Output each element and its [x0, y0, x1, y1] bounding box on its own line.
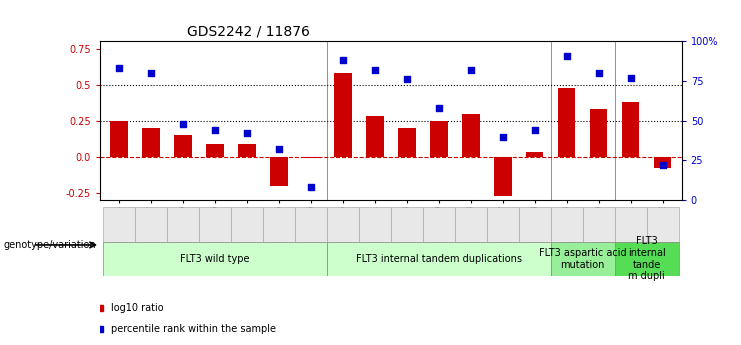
Text: FLT3 wild type: FLT3 wild type — [180, 254, 250, 264]
Point — [369, 67, 381, 73]
Text: log10 ratio: log10 ratio — [111, 303, 164, 313]
Point — [401, 77, 413, 82]
Bar — [270, 157, 288, 186]
Point — [273, 147, 285, 152]
Point — [496, 134, 508, 139]
Text: FLT3
internal
tande
m dupli: FLT3 internal tande m dupli — [628, 236, 665, 281]
Text: FLT3 internal tandem duplications: FLT3 internal tandem duplications — [356, 254, 522, 264]
Bar — [302, 157, 320, 158]
FancyBboxPatch shape — [231, 207, 263, 242]
FancyBboxPatch shape — [551, 207, 582, 242]
Point — [593, 70, 605, 76]
Bar — [590, 109, 608, 157]
FancyBboxPatch shape — [135, 207, 167, 242]
Bar — [494, 157, 511, 196]
Bar — [239, 144, 256, 157]
Text: percentile rank within the sample: percentile rank within the sample — [111, 325, 276, 334]
Point — [241, 131, 253, 136]
Bar — [622, 102, 639, 157]
Bar — [334, 73, 352, 157]
FancyBboxPatch shape — [614, 241, 679, 276]
FancyBboxPatch shape — [614, 207, 647, 242]
Bar — [206, 144, 224, 157]
FancyBboxPatch shape — [295, 207, 327, 242]
Bar — [654, 157, 671, 168]
Text: GDS2242 / 11876: GDS2242 / 11876 — [187, 25, 310, 39]
Point — [337, 58, 349, 63]
Point — [177, 121, 189, 127]
Point — [305, 185, 317, 190]
Point — [561, 53, 573, 58]
FancyBboxPatch shape — [519, 207, 551, 242]
Bar — [558, 88, 576, 157]
Bar — [526, 152, 543, 157]
FancyBboxPatch shape — [327, 241, 551, 276]
Point — [433, 105, 445, 111]
FancyBboxPatch shape — [551, 241, 614, 276]
FancyBboxPatch shape — [487, 207, 519, 242]
FancyBboxPatch shape — [263, 207, 295, 242]
FancyBboxPatch shape — [199, 207, 231, 242]
Point — [145, 70, 157, 76]
Bar — [462, 114, 479, 157]
FancyBboxPatch shape — [647, 207, 679, 242]
Point — [209, 128, 221, 133]
FancyBboxPatch shape — [327, 207, 359, 242]
FancyBboxPatch shape — [423, 207, 455, 242]
FancyBboxPatch shape — [103, 241, 327, 276]
FancyBboxPatch shape — [582, 207, 614, 242]
Bar — [110, 121, 128, 157]
Bar — [174, 135, 192, 157]
Point — [529, 128, 541, 133]
FancyBboxPatch shape — [167, 207, 199, 242]
Text: genotype/variation: genotype/variation — [4, 240, 96, 250]
Bar — [430, 121, 448, 157]
Bar — [142, 128, 160, 157]
Point — [657, 162, 668, 168]
Bar — [366, 116, 384, 157]
FancyBboxPatch shape — [455, 207, 487, 242]
Point — [625, 75, 637, 81]
Point — [113, 66, 125, 71]
FancyBboxPatch shape — [359, 207, 391, 242]
FancyBboxPatch shape — [103, 207, 135, 242]
Bar — [398, 128, 416, 157]
Text: FLT3 aspartic acid
mutation: FLT3 aspartic acid mutation — [539, 248, 626, 269]
FancyBboxPatch shape — [391, 207, 423, 242]
Point — [465, 67, 476, 73]
